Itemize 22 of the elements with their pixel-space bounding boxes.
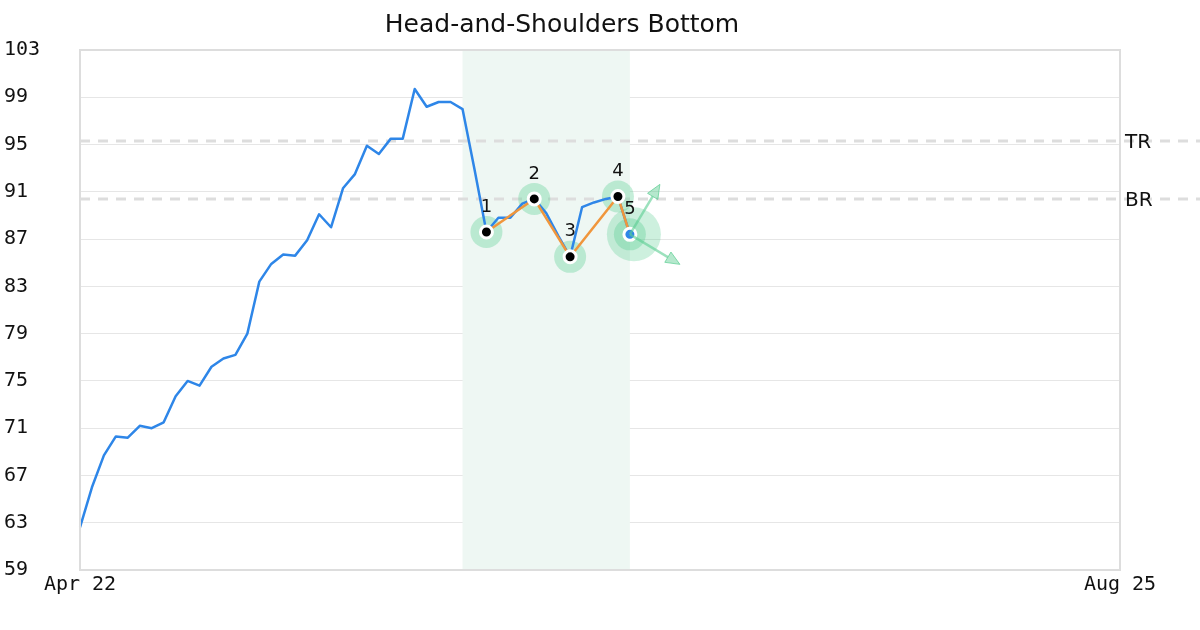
x-tick-label: Aug 25 xyxy=(1083,571,1157,596)
annotation: 2 xyxy=(528,161,540,183)
annotation: 3 xyxy=(564,219,576,241)
y-tick-label: 91 xyxy=(4,178,29,203)
ref-line-label: TR xyxy=(1124,129,1152,154)
y-tick-label: 79 xyxy=(4,319,29,344)
x-tick-label: Apr 22 xyxy=(43,571,117,596)
y-tick-label: 99 xyxy=(4,83,29,108)
y-tick-label: 87 xyxy=(4,225,29,250)
chart-title: Head-and-Shoulders Bottom xyxy=(384,8,740,38)
y-tick-label: 103 xyxy=(4,36,41,61)
y-tick-label: 95 xyxy=(4,130,29,155)
y-tick-label: 83 xyxy=(4,272,29,297)
y-tick-label: 59 xyxy=(4,556,29,581)
annotation: 1 xyxy=(480,194,493,216)
y-tick-label: 71 xyxy=(4,414,29,439)
annotation: 5 xyxy=(624,197,636,219)
ref-line-label: BR xyxy=(1125,187,1153,212)
y-tick-label: 63 xyxy=(4,508,29,533)
y-tick-label: 75 xyxy=(4,367,29,392)
annotation: 4 xyxy=(612,159,624,181)
y-tick-label: 67 xyxy=(4,461,29,486)
